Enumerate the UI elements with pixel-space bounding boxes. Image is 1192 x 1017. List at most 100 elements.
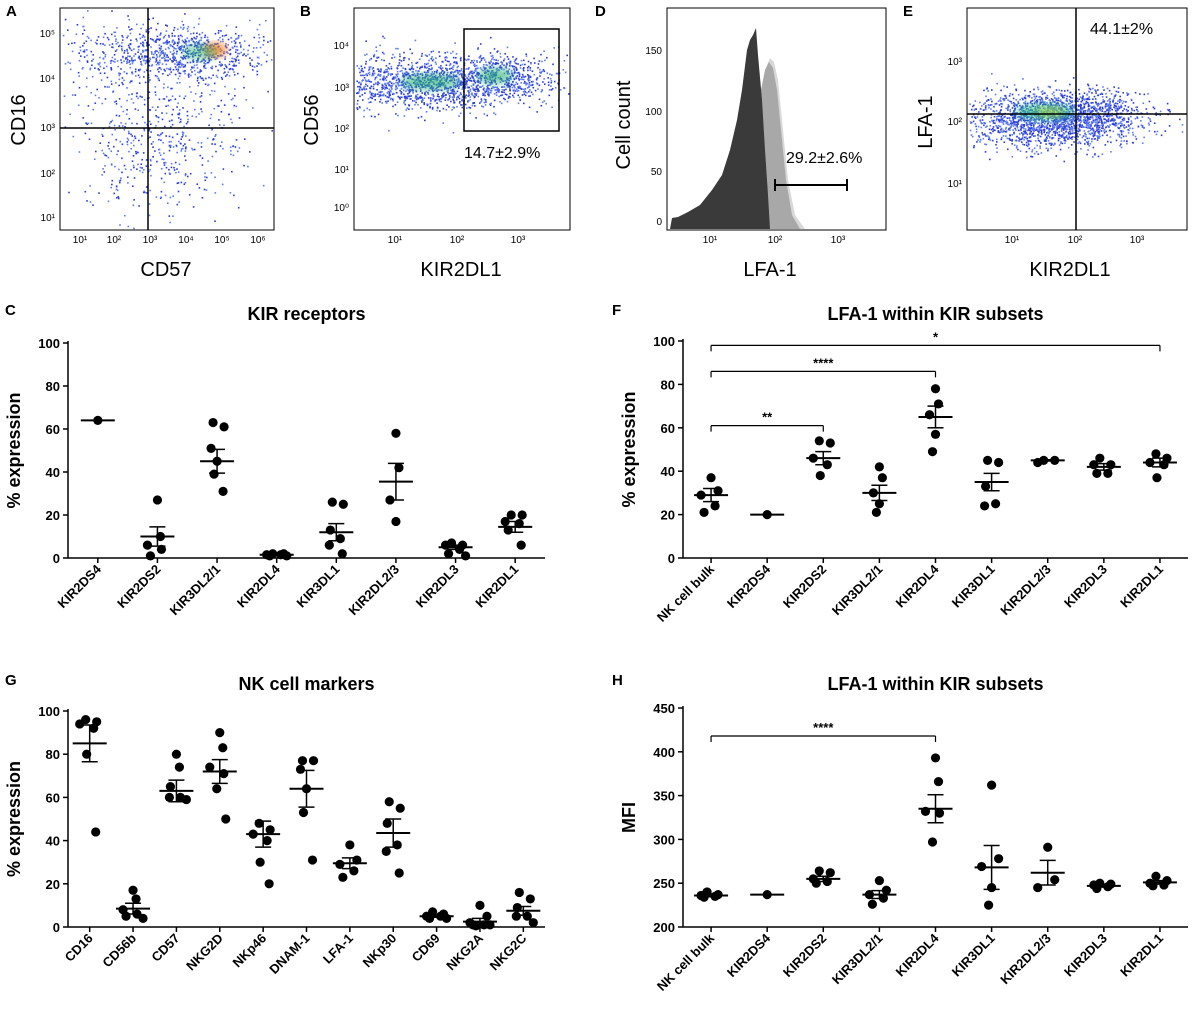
- facs-dot: [979, 138, 982, 141]
- facs-dot: [1047, 140, 1050, 142]
- facs-dot: [490, 36, 492, 39]
- facs-dot: [1120, 112, 1123, 114]
- facs-dot: [369, 87, 372, 90]
- facs-dot: [406, 73, 409, 76]
- facs-dot: [423, 97, 426, 99]
- facs-dot: [489, 84, 492, 86]
- facs-dot: [1094, 134, 1096, 137]
- facs-dot: [476, 76, 478, 78]
- facs-dot: [1053, 126, 1056, 129]
- facs-dot: [91, 64, 93, 67]
- facs-dot: [1105, 122, 1107, 124]
- facs-dot: [395, 81, 397, 84]
- facs-dot: [388, 84, 391, 86]
- facs-dot: [1097, 136, 1099, 138]
- facs-dot: [1122, 110, 1124, 112]
- facs-dot: [201, 157, 204, 159]
- facs-dot: [221, 35, 224, 37]
- facs-dot: [985, 108, 987, 111]
- facs-dot: [258, 41, 260, 43]
- facs-dot: [1097, 124, 1099, 127]
- facs-dot: [1033, 93, 1036, 96]
- facs-dot: [495, 91, 498, 94]
- facs-dot: [62, 34, 65, 37]
- facs-dot: [139, 166, 142, 169]
- facs-dot: [370, 85, 373, 88]
- facs-dot: [509, 89, 511, 91]
- facs-dot: [168, 135, 171, 138]
- facs-dot: [1017, 102, 1020, 104]
- facs-dot: [375, 76, 378, 78]
- facs-dot: [118, 125, 121, 127]
- facs-dot: [176, 61, 178, 64]
- facs-dot: [387, 81, 390, 84]
- facs-dot: [446, 104, 448, 106]
- facs-dot: [479, 67, 482, 69]
- facs-dot: [1118, 122, 1121, 125]
- facs-dot: [987, 135, 989, 137]
- facs-dot: [989, 139, 992, 141]
- facs-dot: [1041, 99, 1044, 101]
- facs-dot: [1098, 135, 1101, 138]
- facs-dot: [986, 100, 988, 102]
- facs-dot: [395, 113, 397, 115]
- facs-dot: [1081, 97, 1083, 99]
- facs-dot: [417, 103, 419, 106]
- facs-dot: [159, 38, 161, 40]
- facs-dot: [454, 92, 456, 95]
- facs-dot: [368, 66, 371, 68]
- facs-dot: [114, 61, 116, 63]
- facs-dot: [473, 63, 476, 66]
- facs-dot: [1013, 116, 1015, 119]
- facs-dot: [1085, 135, 1087, 138]
- facs-dot: [176, 151, 178, 154]
- facs-dot: [141, 135, 143, 137]
- facs-dot: [441, 60, 443, 63]
- facs-dot: [1011, 140, 1013, 142]
- facs-dot: [372, 70, 375, 72]
- facs-dot: [515, 68, 518, 70]
- facs-dot: [1105, 130, 1107, 133]
- facs-dot: [102, 58, 105, 60]
- facs-dot: [1121, 133, 1123, 136]
- facs-dot: [160, 45, 163, 48]
- facs-dot: [1009, 109, 1011, 111]
- facs-dot: [175, 48, 177, 50]
- facs-dot: [218, 105, 220, 107]
- facs-dot: [119, 72, 121, 75]
- facs-dot: [156, 50, 159, 53]
- facs-dot: [266, 54, 268, 56]
- facs-dot: [131, 122, 133, 125]
- facs-dot: [229, 146, 232, 149]
- facs-dot: [371, 94, 373, 97]
- facs-dot: [1080, 126, 1083, 128]
- facs-dot: [391, 93, 394, 96]
- facs-dot: [516, 88, 518, 91]
- facs-dot: [1002, 123, 1005, 126]
- facs-dot: [1029, 132, 1031, 135]
- facs-dot: [1054, 123, 1056, 126]
- hist-dark: [670, 28, 770, 229]
- facs-dot: [1087, 103, 1090, 106]
- facs-dot: [155, 50, 157, 52]
- facs-dot: [410, 67, 413, 70]
- facs-dot: [438, 66, 440, 69]
- facs-dot: [498, 91, 500, 93]
- facs-dot: [1094, 154, 1096, 156]
- facs-dot: [1002, 129, 1004, 132]
- facs-dot: [1069, 83, 1071, 86]
- facs-dot: [224, 85, 226, 88]
- facs-dot: [271, 130, 273, 132]
- facs-dot: [459, 57, 462, 60]
- facs-dot: [1008, 137, 1011, 140]
- facs-dot: [213, 82, 216, 85]
- facs-dot: [1059, 99, 1062, 101]
- facs-dot: [1067, 146, 1070, 149]
- facs-dot: [469, 107, 472, 109]
- facs-dot: [168, 172, 171, 174]
- facs-dot: [1067, 138, 1069, 140]
- facs-dot: [234, 60, 237, 63]
- facs-dot: [188, 139, 191, 141]
- facs-dot: [1082, 111, 1085, 114]
- facs-dot: [477, 72, 480, 74]
